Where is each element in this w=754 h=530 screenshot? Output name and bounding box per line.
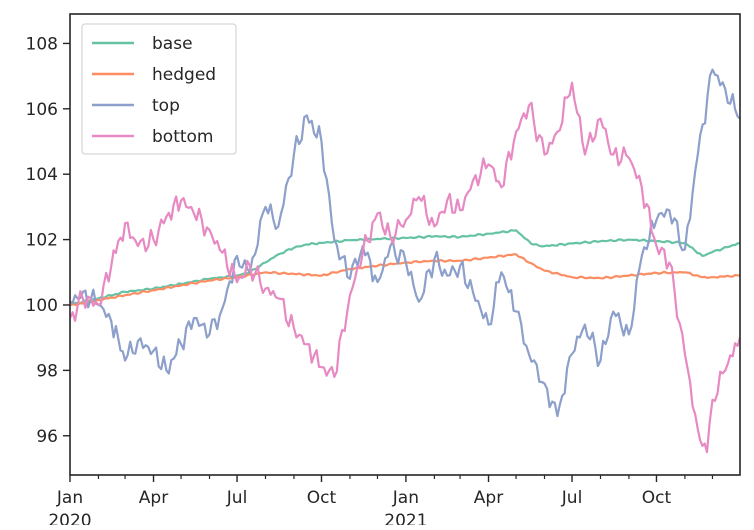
series-line-base <box>70 229 740 307</box>
legend-label-bottom: bottom <box>152 127 213 147</box>
x-tick-label-2020-01-01: Jan <box>56 488 83 508</box>
legend: base hedged top bottom <box>81 23 237 155</box>
y-tick-label-102: 102 <box>26 231 58 251</box>
x-tick-label-2020-07-01: Jul <box>226 488 248 508</box>
legend-label-base: base <box>152 34 193 54</box>
y-tick-label-106: 106 <box>26 100 58 120</box>
x-tick-year-2020: 2020 <box>48 511 91 525</box>
series-line-bottom <box>70 81 740 454</box>
y-tick-label-104: 104 <box>26 165 58 185</box>
legend-label-top: top <box>152 96 180 116</box>
x-tick-label-2020-04-01: Apr <box>139 488 168 508</box>
y-tick-label-108: 108 <box>26 34 58 54</box>
plot-frame <box>69 13 741 476</box>
series-layer <box>70 68 740 454</box>
x-tick-label-2021-10-01: Oct <box>642 488 672 508</box>
legend-label-hedged: hedged <box>152 65 216 85</box>
x-tick-year-2021: 2021 <box>384 511 427 525</box>
x-tick-label-2021-01-01: Jan <box>392 488 419 508</box>
y-tick-label-98: 98 <box>36 361 58 381</box>
legend-box <box>81 23 237 155</box>
x-tick-label-2020-10-01: Oct <box>307 488 337 508</box>
y-tick-label-96: 96 <box>36 427 58 447</box>
series-line-top <box>70 68 740 418</box>
series-line-hedged <box>70 253 740 306</box>
x-tick-label-2021-07-01: Jul <box>561 488 583 508</box>
y-tick-label-100: 100 <box>26 296 58 316</box>
x-tick-label-2021-04-01: Apr <box>474 488 503 508</box>
